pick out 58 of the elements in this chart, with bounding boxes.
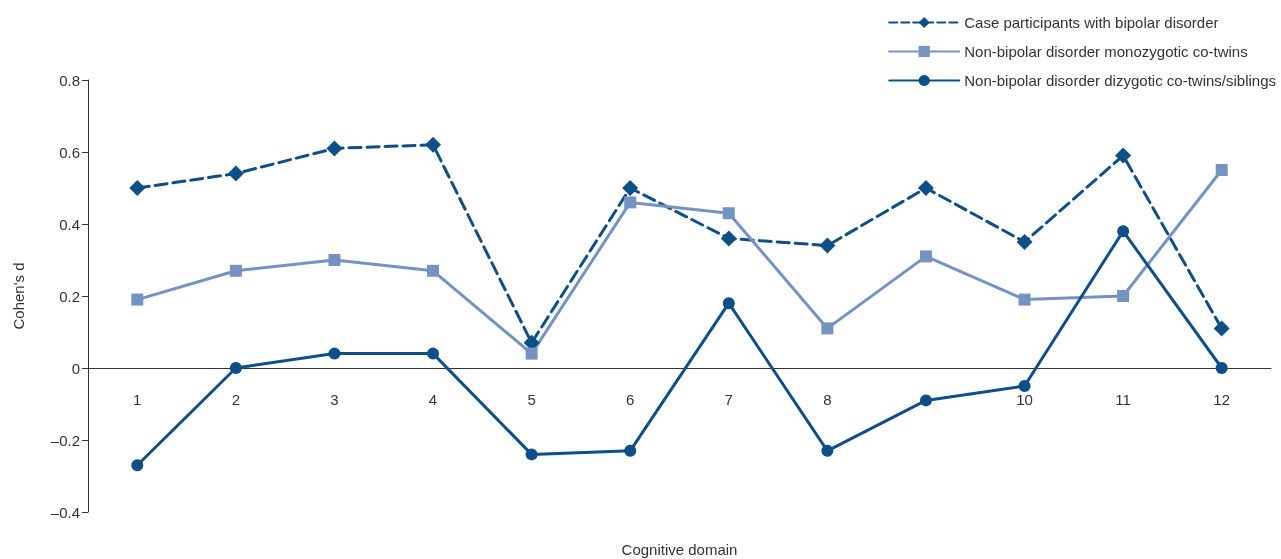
y-tick-label: –0.2 (50, 431, 80, 449)
x-tick-label: 4 (428, 391, 438, 408)
y-tick-label: 0 (71, 359, 80, 377)
x-tick-label: 7 (724, 391, 733, 408)
point (131, 459, 144, 472)
point (328, 347, 341, 360)
point (722, 297, 735, 310)
point (622, 180, 639, 196)
point (227, 165, 244, 182)
x-tick-label: 5 (527, 391, 536, 408)
point (1213, 320, 1230, 337)
legend-label: Non-bipolar disorder dizygotic co-twins/siblings (964, 72, 1277, 89)
point (1018, 380, 1031, 392)
point (131, 293, 144, 306)
point (1215, 362, 1228, 374)
x-tick-label: 3 (330, 391, 339, 408)
point (819, 237, 836, 254)
point (919, 394, 932, 407)
legend-label: Non-bipolar disorder monozygotic co-twins (964, 43, 1248, 60)
point (917, 180, 934, 196)
point (1016, 234, 1033, 250)
x-tick-label: 1 (133, 391, 142, 408)
point (722, 207, 735, 220)
point (919, 250, 932, 263)
point (229, 362, 242, 374)
point (425, 136, 442, 153)
point (427, 347, 440, 360)
y-tick-label: 0.8 (59, 71, 80, 89)
point (1117, 225, 1130, 238)
y-tick-label: 0.6 (59, 143, 80, 161)
point (427, 264, 440, 277)
point (1117, 290, 1130, 302)
point (821, 444, 834, 457)
y-tick-label: 0.4 (59, 215, 80, 233)
y-tick-label: –0.4 (50, 503, 80, 521)
point (821, 322, 834, 335)
point (525, 347, 538, 360)
x-axis-title: Cognitive domain (621, 541, 738, 558)
x-tick-label: 10 (1016, 391, 1033, 408)
point (720, 230, 737, 247)
y-axis-title: Cohen's d (10, 262, 27, 330)
point (1115, 147, 1132, 164)
y-tick-label: 0.2 (59, 287, 80, 305)
point (624, 196, 637, 209)
point (1215, 164, 1228, 176)
point (1018, 293, 1031, 306)
point (624, 444, 637, 457)
x-tick-label: 12 (1213, 391, 1231, 408)
x-tick-label: 11 (1115, 391, 1131, 408)
x-tick-label: 8 (823, 391, 832, 408)
point (129, 180, 146, 196)
point (525, 448, 538, 461)
point (326, 140, 343, 157)
point (229, 264, 242, 277)
x-tick-label: 2 (231, 391, 241, 408)
point (328, 254, 341, 266)
legend-label: Case participants with bipolar disorder (964, 14, 1219, 31)
x-tick-label: 6 (626, 391, 635, 408)
